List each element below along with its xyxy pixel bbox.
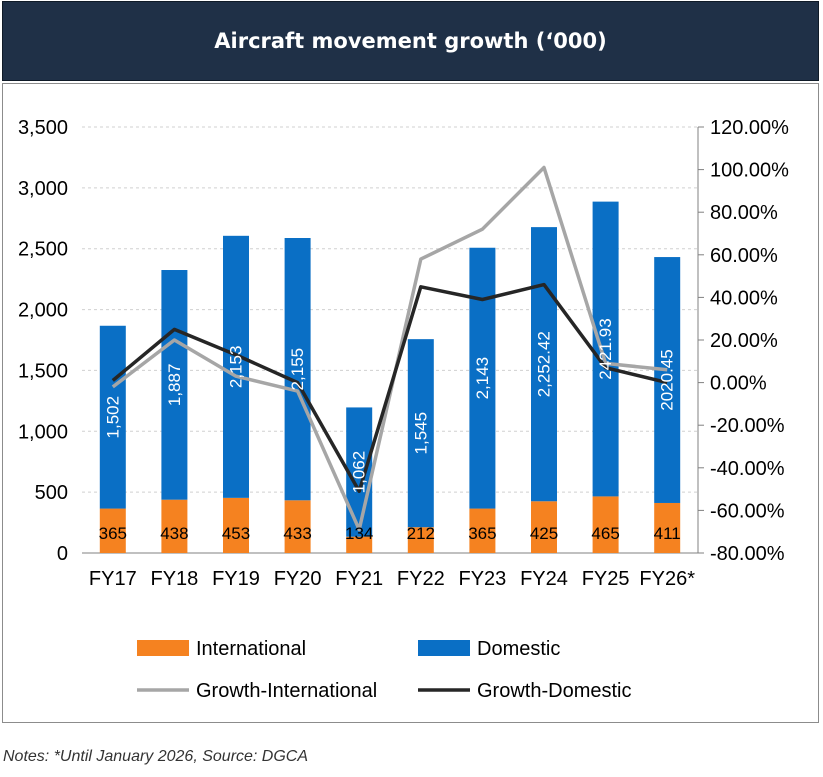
- y-left-tick-label: 1,000: [18, 421, 68, 443]
- y-right-tick-label: 80.00%: [710, 202, 778, 224]
- data-label-domestic: 2,153: [227, 346, 246, 389]
- data-label-domestic: 1,887: [165, 364, 184, 407]
- x-tick-label: FY19: [212, 568, 260, 590]
- data-label-international: 453: [222, 524, 250, 543]
- chart-frame: [2, 83, 819, 723]
- y-right-tick-label: 120.00%: [710, 117, 789, 139]
- y-right-tick-label: 0.00%: [710, 373, 767, 395]
- legend-label-domestic: Domestic: [477, 638, 560, 660]
- legend-label-growth-domestic: Growth-Domestic: [477, 680, 631, 702]
- y-left-tick-label: 1,500: [18, 360, 68, 382]
- y-right-tick-label: -40.00%: [710, 458, 785, 480]
- x-tick-label: FY22: [397, 568, 445, 590]
- data-label-international: 433: [283, 524, 311, 543]
- line-growth-international: [111, 165, 668, 532]
- x-tick-label: FY20: [274, 568, 322, 590]
- bar-international: [284, 500, 311, 553]
- data-label-domestic: 2,155: [288, 348, 307, 391]
- bar-international: [161, 499, 188, 553]
- data-label-international: 425: [530, 524, 558, 543]
- y-right-tick-label: -80.00%: [710, 543, 785, 565]
- bar-domestic: [531, 227, 557, 502]
- data-label-international: 365: [99, 524, 127, 543]
- bar-domestic: [223, 235, 249, 498]
- chart-title-bar: Aircraft movement growth (‘000): [2, 1, 819, 81]
- y-right-tick-label: 40.00%: [710, 287, 778, 309]
- bar-domestic: [407, 339, 434, 528]
- legend-swatch-domestic: [418, 640, 470, 656]
- data-label-international: 212: [407, 524, 435, 543]
- data-label-domestic: 1,062: [350, 451, 369, 494]
- bar-international: [223, 497, 249, 553]
- y-right-tick-label: 20.00%: [710, 330, 778, 352]
- x-tick-label: FY24: [520, 568, 568, 590]
- bar-international: [99, 508, 126, 553]
- chart-title: Aircraft movement growth (‘000): [214, 29, 607, 53]
- bar-international: [592, 496, 619, 553]
- bar-domestic: [99, 325, 126, 509]
- legend-label-growth-international: Growth-International: [196, 680, 377, 702]
- data-label-domestic: 2421.93: [596, 318, 615, 379]
- data-label-domestic: 2020.45: [658, 349, 677, 410]
- y-left-tick-label: 2,000: [18, 300, 68, 322]
- data-label-domestic: 1,502: [103, 396, 122, 439]
- y-left-tick-label: 3,500: [18, 117, 68, 139]
- bar-domestic: [592, 201, 619, 497]
- chart-svg: 0 500 1,000 1,500 2,000 2,500 3,000 3,500 -80.00…: [18, 117, 789, 702]
- y-left-tick-label: 500: [35, 482, 68, 504]
- x-tick-label: FY25: [582, 568, 630, 590]
- x-tick-label: FY17: [89, 568, 137, 590]
- legend-swatch-international: [137, 640, 189, 656]
- y-left-tick-label: 0: [57, 543, 68, 565]
- legend-label-international: International: [196, 638, 306, 660]
- bar-domestic: [469, 247, 496, 509]
- bar-international: [531, 501, 557, 553]
- bar-domestic: [346, 407, 373, 537]
- data-label-domestic: 1,545: [411, 412, 430, 455]
- data-label-international: 465: [591, 524, 619, 543]
- y-right-tick-label: -60.00%: [710, 500, 785, 522]
- bar-international: [469, 508, 496, 553]
- bar-international: [654, 502, 681, 553]
- bar-domestic: [284, 238, 311, 501]
- x-tick-label: FY18: [150, 568, 198, 590]
- y-right-tick-label: 60.00%: [710, 245, 778, 267]
- data-label-international: 411: [654, 524, 681, 543]
- y-left-tick-label: 3,000: [18, 178, 68, 200]
- data-label-international: 365: [468, 524, 496, 543]
- data-label-international: 438: [160, 524, 188, 543]
- data-label-domestic: 2,252.42: [535, 331, 554, 397]
- x-tick-label: FY26*: [639, 568, 695, 590]
- bar-international: [407, 527, 434, 553]
- bar-international: [346, 536, 373, 553]
- data-label-domestic: 2,143: [473, 357, 492, 400]
- notes-text: Notes: *Until January 2026, Source: DGCA: [3, 748, 309, 765]
- x-tick-label: FY23: [458, 568, 506, 590]
- line-growth-domestic: [111, 282, 668, 493]
- y-right-tick-label: 100.00%: [710, 160, 789, 182]
- x-tick-label: FY21: [335, 568, 383, 590]
- data-label-international: 134: [345, 524, 373, 543]
- y-left-tick-label: 2,500: [18, 239, 68, 261]
- y-right-tick-label: -20.00%: [710, 415, 785, 437]
- bar-domestic: [161, 270, 188, 500]
